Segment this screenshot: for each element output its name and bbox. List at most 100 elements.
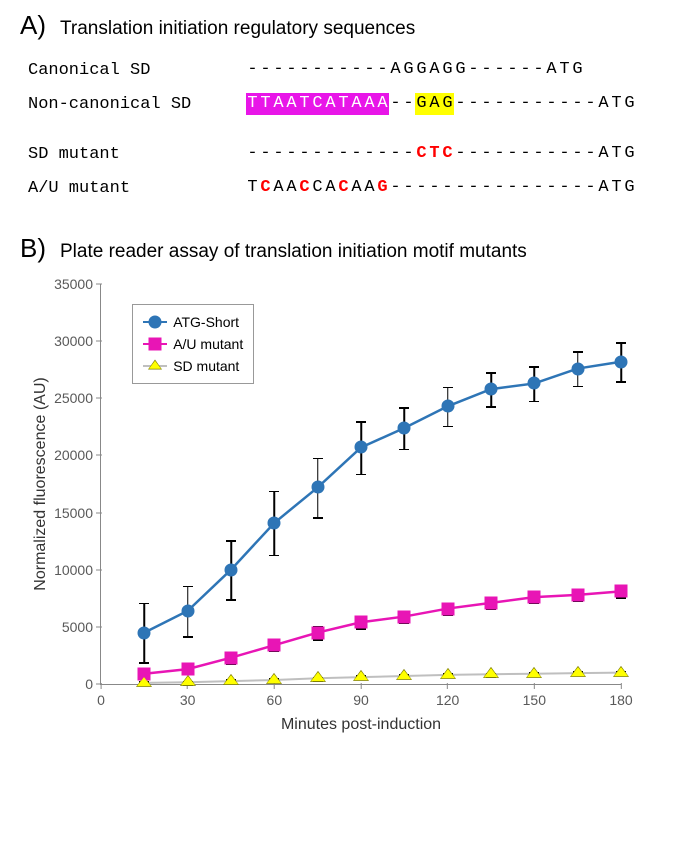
sequence-cell: - — [272, 143, 285, 165]
panel-a-label: A) — [20, 10, 46, 41]
sequence-cell: A — [324, 177, 337, 199]
sequence-cell: - — [480, 93, 493, 115]
sequence-cell: - — [454, 143, 467, 165]
marker-circle-icon — [355, 441, 368, 454]
marker-square-icon — [571, 588, 584, 601]
x-tick: 0 — [97, 684, 105, 708]
sequence-cells: TTAATCATAAA--GAG-----------ATG — [246, 93, 636, 115]
sequence-cell: - — [454, 177, 467, 199]
legend-item-atg-short: ATG-Short — [143, 311, 243, 333]
legend: ATG-ShortA/U mutantSD mutant — [132, 304, 254, 384]
sequence-cell: A — [597, 177, 610, 199]
sequence-cell: - — [428, 177, 441, 199]
sequence-cell: G — [376, 177, 389, 199]
x-tick: 30 — [180, 684, 196, 708]
error-cap — [139, 603, 149, 605]
sequence-cell: - — [337, 143, 350, 165]
sequence-cell: - — [311, 59, 324, 81]
marker-circle-icon — [311, 481, 324, 494]
sequence-cell: - — [545, 177, 558, 199]
marker-circle-icon — [528, 377, 541, 390]
error-cap — [313, 458, 323, 460]
sequence-cell: - — [363, 143, 376, 165]
sequence-cell: G — [415, 93, 428, 115]
x-tick: 150 — [523, 684, 546, 708]
sequence-cell: - — [350, 143, 363, 165]
sequence-cell: - — [259, 143, 272, 165]
sequence-cell: - — [480, 177, 493, 199]
sequence-cell: C — [259, 177, 272, 199]
sequence-cell: A — [363, 93, 376, 115]
sequence-cell: - — [311, 143, 324, 165]
marker-circle-icon — [225, 563, 238, 576]
error-cap — [486, 372, 496, 374]
marker-circle-icon — [268, 516, 281, 529]
sequence-cell: - — [454, 93, 467, 115]
sequence-cell: - — [415, 177, 428, 199]
sequence-cell: - — [519, 143, 532, 165]
y-tick: 35000 — [54, 276, 101, 292]
marker-triangle-icon — [311, 672, 325, 681]
figure-page: A) Translation initiation regulatory seq… — [0, 0, 700, 855]
sequence-cell: G — [571, 59, 584, 81]
sequence-cell: - — [350, 59, 363, 81]
marker-triangle-icon — [571, 667, 585, 676]
series-line-sd-mutant — [144, 673, 621, 683]
marker-square-icon — [528, 591, 541, 604]
sequence-cell: - — [298, 59, 311, 81]
panel-a-header: A) Translation initiation regulatory seq… — [20, 10, 680, 41]
marker-square-icon — [268, 639, 281, 652]
sequence-label: A/U mutant — [28, 179, 246, 198]
sequence-cell: A — [324, 93, 337, 115]
sequence-cell: A — [376, 93, 389, 115]
marker-square-icon — [485, 596, 498, 609]
sequence-cell: - — [532, 59, 545, 81]
legend-item-au-mutant: A/U mutant — [143, 333, 243, 355]
sequence-cell: - — [571, 143, 584, 165]
marker-square-icon — [181, 663, 194, 676]
series-line-atg-short — [144, 362, 621, 633]
panel-a-title: Translation initiation regulatory sequen… — [60, 18, 415, 40]
sequence-cell: G — [441, 59, 454, 81]
marker-circle-icon — [138, 626, 151, 639]
sequence-cell: A — [428, 59, 441, 81]
marker-square-icon — [441, 602, 454, 615]
marker-circle-icon — [615, 355, 628, 368]
sequence-cell: - — [389, 93, 402, 115]
marker-triangle-icon — [181, 676, 195, 685]
sequence-cell: - — [441, 177, 454, 199]
y-tick: 20000 — [54, 447, 101, 463]
sequence-cell: - — [376, 59, 389, 81]
marker-square-icon — [225, 651, 238, 664]
legend-label: ATG-Short — [173, 314, 239, 330]
sequence-cell: - — [389, 143, 402, 165]
y-tick: 10000 — [54, 562, 101, 578]
marker-square-icon — [615, 585, 628, 598]
x-tick: 120 — [436, 684, 459, 708]
sequence-cell: - — [259, 59, 272, 81]
sequence-row-canonical: Canonical SD-----------AGGAGG------ATG — [28, 53, 680, 87]
sequence-cell: - — [402, 93, 415, 115]
error-cap — [443, 387, 453, 389]
sequence-cell: - — [506, 93, 519, 115]
sequence-cell: A — [272, 177, 285, 199]
sequence-cell: A — [389, 59, 402, 81]
sequence-cell: G — [623, 93, 636, 115]
error-cap — [616, 342, 626, 344]
panel-b-title: Plate reader assay of translation initia… — [60, 241, 527, 263]
sequence-cell: - — [402, 177, 415, 199]
sequence-cell: T — [610, 93, 623, 115]
sequence-cell: - — [493, 59, 506, 81]
marker-triangle-icon — [441, 669, 455, 678]
sequence-cell: A — [285, 177, 298, 199]
sequence-cell: - — [506, 143, 519, 165]
marker-circle-icon — [571, 362, 584, 375]
sequence-cell: - — [480, 143, 493, 165]
panel-b: B) Plate reader assay of translation ini… — [20, 233, 680, 685]
sequence-cell: - — [519, 93, 532, 115]
sequence-cell: - — [545, 93, 558, 115]
legend-label: A/U mutant — [173, 336, 243, 352]
sequence-cell: - — [532, 143, 545, 165]
error-cap — [616, 381, 626, 383]
plot-area: 0500010000150002000025000300003500003060… — [100, 284, 621, 685]
